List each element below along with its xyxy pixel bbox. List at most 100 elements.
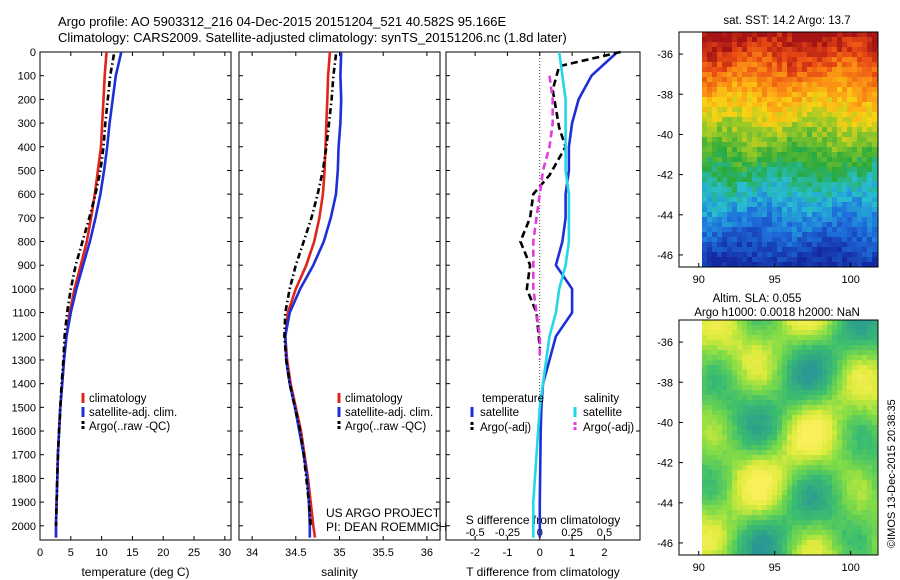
- sla-map-title: Altim. SLA: 0.055: [713, 293, 802, 305]
- sla-map-outline: [678, 319, 879, 556]
- map-x-tick-label: 90: [693, 274, 705, 286]
- legend-header: salinity: [584, 393, 619, 405]
- y-tick-label: 900: [18, 260, 36, 272]
- series-argo-adj-: [519, 50, 621, 349]
- figure-title-line1: Argo profile: AO 5903312_216 04-Dec-2015…: [58, 14, 507, 29]
- y-tick-label: 400: [18, 142, 36, 154]
- x-tick-label: 34.5: [285, 547, 306, 559]
- legend-entry: satellite-adj. clim.: [345, 407, 433, 419]
- map-y-tick-label: -44: [657, 498, 673, 510]
- map-y-tick-label: -46: [657, 538, 673, 550]
- y-tick-label: 1900: [12, 497, 36, 509]
- map-y-tick-label: -36: [657, 337, 673, 349]
- x-tick-label: 35.5: [372, 547, 393, 559]
- legend-entry: climatology: [345, 393, 403, 405]
- y-tick-label: 1000: [12, 284, 36, 296]
- x-axis-label: T difference from climatology: [466, 565, 620, 579]
- pi-label: PI: DEAN ROEMMICH: [326, 520, 448, 534]
- x-axis-label: temperature (deg C): [81, 565, 189, 579]
- x2-tick-label: 0.5: [597, 527, 612, 539]
- x2-tick-label: -0.25: [495, 527, 520, 539]
- y-tick-label: 0: [30, 47, 36, 59]
- map-y-tick-label: -40: [657, 129, 673, 141]
- y-tick-label: 2000: [12, 521, 36, 533]
- legend-entry: Argo(..raw -QC): [345, 421, 426, 433]
- sst-map-title: sat. SST: 14.2 Argo: 13.7: [723, 15, 850, 27]
- x-tick-label: 0: [37, 547, 43, 559]
- x-tick-label: 35: [333, 547, 345, 559]
- legend-entry: Argo(-adj): [480, 422, 531, 434]
- legend-entry: climatology: [89, 393, 147, 405]
- legend-entry: satellite-adj. clim.: [89, 407, 177, 419]
- map-y-tick-label: -36: [657, 49, 673, 61]
- legend-entry: satellite: [480, 407, 519, 419]
- y-tick-label: 1100: [12, 308, 36, 320]
- series-argo-raw-qc-: [283, 54, 338, 526]
- map-x-tick-label: 90: [693, 562, 705, 574]
- y-tick-label: 200: [18, 94, 36, 106]
- map-y-tick-label: -38: [657, 89, 673, 101]
- y-tick-label: 1400: [12, 379, 36, 391]
- map-y-tick-label: -38: [657, 377, 673, 389]
- project-label: US ARGO PROJECT: [326, 506, 441, 520]
- y-tick-label: 700: [18, 213, 36, 225]
- legend-header: temperature: [482, 393, 544, 405]
- y-tick-label: 1500: [12, 402, 36, 414]
- map-x-tick-label: 100: [841, 562, 859, 574]
- sla-map-cells: [702, 320, 878, 555]
- y-tick-label: 300: [18, 118, 36, 130]
- sst-map-cells: [702, 32, 878, 267]
- difference-profile-frame: [445, 51, 641, 541]
- figure-title-line2: Climatology: CARS2009. Satellite-adjuste…: [58, 30, 567, 45]
- y-tick-label: 1800: [12, 473, 36, 485]
- x-axis-label: salinity: [321, 565, 358, 579]
- sla-map-subtitle: Argo h1000: 0.0018 h2000: NaN: [694, 307, 860, 319]
- map-y-tick-label: -42: [657, 458, 673, 470]
- legend-entry: satellite: [583, 407, 622, 419]
- y-tick-label: 800: [18, 237, 36, 249]
- x2-tick-label: -0.5: [466, 527, 485, 539]
- salinity-profile-panel: 34 34.5 35 35.5 36 salinity climatology satelli…: [238, 51, 441, 579]
- y-tick-label: 500: [18, 165, 36, 177]
- x-tick-label: 0: [537, 547, 543, 559]
- y-tick-label: 100: [18, 71, 36, 83]
- series-argo-adj-: [531, 75, 555, 360]
- y-tick-label: 1600: [12, 426, 36, 438]
- map-x-tick-label: 100: [841, 274, 859, 286]
- x-tick-label: 30: [219, 547, 231, 559]
- series-satellite: [531, 51, 571, 538]
- x-tick-label: 1: [569, 547, 575, 559]
- map-x-tick-label: 95: [769, 274, 781, 286]
- difference-profile-panel: -2 -1 0 1 2 T difference from climatology -0.5…: [445, 50, 641, 579]
- map-y-tick-label: -40: [657, 417, 673, 429]
- x-tick-label: -2: [470, 547, 480, 559]
- sst-map-panel: -36 -38 -40 -42 -44 -46 90 95 100 sat. SST: 14.2 …: [657, 15, 879, 286]
- sst-map-outline: [678, 31, 879, 268]
- x-tick-label: 15: [126, 547, 138, 559]
- map-y-tick-label: -46: [657, 250, 673, 262]
- series-argo-raw-qc-: [54, 54, 116, 526]
- y-tick-label: 1300: [12, 355, 36, 367]
- series-satellite: [538, 51, 619, 538]
- x2-tick-label: 0.25: [561, 527, 582, 539]
- x-tick-label: -1: [503, 547, 513, 559]
- x-tick-label: 25: [188, 547, 200, 559]
- y-tick-label: 1200: [12, 331, 36, 343]
- x2-axis-label: S difference from climatology: [466, 513, 621, 527]
- x-tick-label: 2: [601, 547, 607, 559]
- temperature-profile-panel: 0100200300400500600700800900100011001200…: [12, 47, 232, 579]
- sla-map-panel: -36 -38 -40 -42 -44 -46 90 95 100 Altim. SLA: 0.0…: [657, 293, 879, 574]
- x-tick-label: 20: [157, 547, 169, 559]
- x-tick-label: 34: [246, 547, 258, 559]
- imos-timestamp: ©IMOS 13-Dec-2015 20:38:35: [886, 399, 898, 548]
- map-x-tick-label: 95: [769, 562, 781, 574]
- x-tick-label: 10: [95, 547, 107, 559]
- x-tick-label: 36: [421, 547, 433, 559]
- y-tick-label: 600: [18, 189, 36, 201]
- x-tick-label: 5: [68, 547, 74, 559]
- legend-entry: Argo(..raw -QC): [89, 421, 170, 433]
- map-y-tick-label: -44: [657, 210, 673, 222]
- legend-entry: Argo(-adj): [583, 422, 634, 434]
- series-satellite-adj-clim-: [54, 51, 123, 538]
